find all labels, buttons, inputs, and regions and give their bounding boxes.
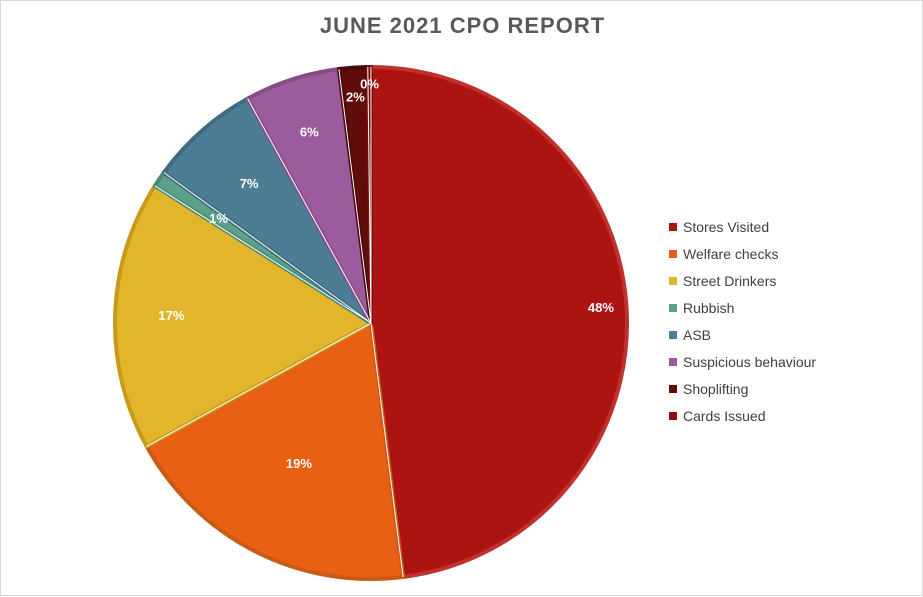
pie-separator	[338, 68, 372, 324]
legend-label: Street Drinkers	[683, 272, 777, 289]
data-label-welfare-checks: 19%	[286, 456, 312, 471]
pie-separator	[163, 172, 372, 324]
pie-separator	[247, 98, 372, 324]
data-label-rubbish: 1%	[209, 211, 228, 226]
legend-item-street-drinkers: Street Drinkers	[669, 267, 816, 294]
legend-item-suspicious-behaviour: Suspicious behaviour	[669, 348, 816, 375]
data-label-stores-visited: 48%	[588, 300, 614, 315]
legend-swatch	[669, 249, 677, 258]
legend-swatch	[669, 330, 677, 339]
legend-item-asb: ASB	[669, 321, 816, 348]
data-label-asb: 7%	[240, 176, 259, 191]
chart-title: JUNE 2021 CPO REPORT	[319, 13, 606, 38]
legend-label: Stores Visited	[683, 218, 770, 235]
data-label-street-drinkers: 17%	[158, 308, 184, 323]
legend-item-cards-issued: Cards Issued	[669, 402, 816, 429]
pie-separator	[146, 322, 372, 447]
legend-label: Cards Issued	[683, 407, 766, 424]
legend-swatch	[669, 303, 677, 312]
legend-swatch	[669, 384, 677, 393]
legend-label: Rubbish	[683, 299, 735, 316]
pie-separator	[367, 67, 372, 324]
legend-swatch	[669, 222, 677, 231]
pie-separator	[154, 185, 372, 324]
legend-item-stores-visited: Stores Visited	[669, 213, 816, 240]
pie-slice-street-drinkers	[113, 183, 373, 449]
legend-swatch	[669, 411, 677, 420]
legend-swatch	[669, 276, 677, 285]
data-label-shoplifting: 2%	[346, 90, 365, 105]
chart-legend: Stores Visited Welfare checks Street Drink…	[669, 213, 816, 429]
pie-slice-asb	[161, 96, 373, 325]
legend-label: Shoplifting	[683, 380, 749, 397]
legend-label: Suspicious behaviour	[683, 353, 817, 370]
legend-label: ASB	[683, 326, 712, 343]
legend-item-welfare-checks: Welfare checks	[669, 240, 816, 267]
legend-swatch	[669, 357, 677, 366]
pie-separator	[370, 322, 404, 578]
legend-item-shoplifting: Shoplifting	[669, 375, 816, 402]
data-label-suspicious-behaviour: 6%	[300, 125, 319, 140]
legend-label: Welfare checks	[683, 245, 779, 262]
data-label-cards-issued: 0%	[360, 76, 379, 91]
pie-slice-welfare-checks	[144, 321, 406, 581]
legend-item-rubbish: Rubbish	[669, 294, 816, 321]
pie-slice-stores-visited	[369, 65, 629, 579]
